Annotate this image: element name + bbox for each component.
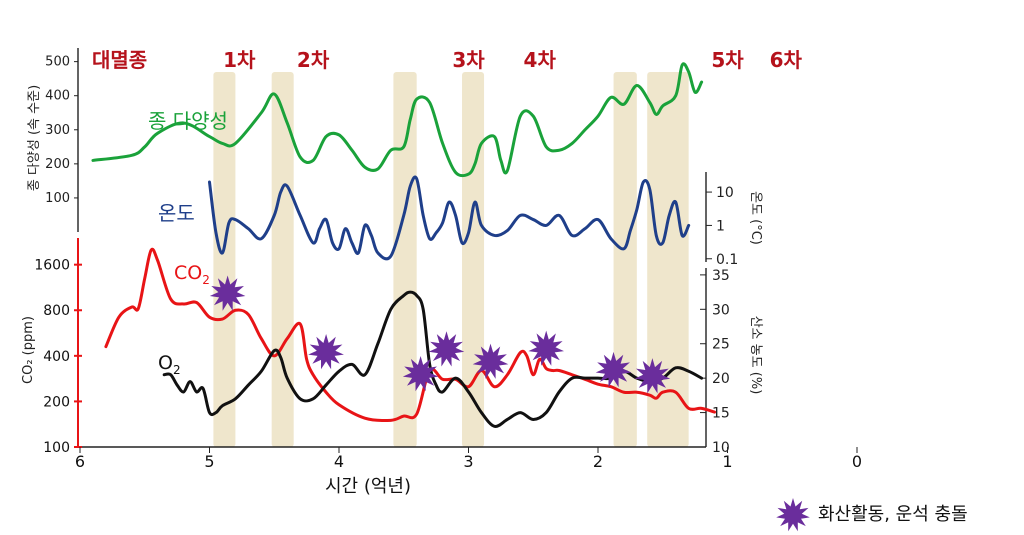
temperature-label: 온도	[158, 201, 195, 225]
o2-tick-label: 35	[712, 268, 730, 284]
temp-tick-label: 10	[716, 185, 734, 201]
x-axis-title: 시간 (억년)	[325, 476, 411, 497]
x-tick-label: 6	[75, 452, 85, 471]
x-tick-label: 1	[722, 452, 732, 471]
extinction-band-3	[393, 72, 417, 447]
co2-tick-label: 1600	[34, 258, 70, 274]
x-tick-label: 0	[852, 452, 862, 471]
legend-starburst-shape	[776, 498, 810, 532]
starburst-icon-7	[595, 351, 632, 388]
o2-label-main: O	[158, 352, 173, 374]
extinction-event-2: 2차	[297, 48, 330, 72]
biodiversity-label: 종 다양성	[148, 109, 228, 133]
legend-starburst-icon	[776, 498, 810, 532]
co2-label-main: CO	[174, 262, 202, 284]
co2-tick-label: 100	[43, 440, 70, 456]
extinction-event-5: 5차	[711, 48, 744, 72]
bio-tick-label: 400	[45, 89, 70, 104]
temperature-axis-title: 온도 (°C)	[748, 191, 763, 245]
starburst-icon-2	[308, 334, 344, 370]
co2-tick-label: 800	[43, 303, 70, 319]
o2-tick-label: 30	[712, 302, 730, 318]
o2-tick-label: 10	[712, 440, 730, 456]
o2-line	[162, 290, 704, 428]
bio-tick-label: 200	[45, 157, 70, 172]
o2-label-sub: 2	[173, 363, 181, 377]
co2-label-sub: 2	[202, 273, 210, 287]
extinction-band-4	[462, 72, 485, 447]
biodiversity-axis-title: 종 다양성 (속 수준)	[27, 85, 42, 191]
extinction-band-6	[647, 72, 689, 447]
legend-label: 화산활동, 운석 충돌	[818, 504, 968, 525]
starburst-icon-4	[428, 331, 465, 367]
o2-axis-title: 산소 농도 (%)	[748, 316, 763, 395]
extinction-event-labels: 1차 2차 3차 4차 5차 6차	[223, 48, 802, 72]
starburst-icon-1	[209, 275, 246, 311]
o2-tick-label: 20	[712, 371, 730, 387]
starburst-icon-3	[402, 356, 439, 392]
x-tick-label: 5	[204, 452, 214, 471]
co2-axis-title: CO₂ (ppm)	[21, 316, 36, 384]
x-tick-label: 3	[463, 452, 473, 471]
extinction-event-1: 1차	[223, 48, 256, 72]
temp-tick-label: 1	[716, 218, 725, 234]
x-tick-label: 2	[593, 452, 603, 471]
co2-tick-label: 400	[43, 349, 70, 365]
extinction-band-5	[613, 72, 637, 447]
bio-tick-label: 300	[45, 123, 70, 138]
starburst-icon-6	[528, 330, 564, 366]
starburst-icon-5	[472, 343, 509, 379]
bio-tick-label: 500	[45, 55, 70, 70]
co2-label: CO2	[174, 262, 210, 287]
volcanic-meteor-markers	[209, 275, 671, 394]
co2-tick-label: 200	[43, 394, 70, 410]
o2-tick-label: 25	[712, 337, 730, 353]
extinction-event-3: 3차	[452, 48, 485, 72]
extinction-event-4: 4차	[524, 48, 557, 72]
extinction-band-1	[213, 72, 236, 447]
legend: 화산활동, 운석 충돌	[776, 498, 968, 532]
starburst-icon-8	[634, 358, 671, 394]
ticks: 1002003004005001010.11600800400200100353…	[34, 55, 862, 471]
extinction-event-6: 6차	[770, 48, 803, 72]
temperature-line	[208, 175, 691, 261]
extinction-title: 대멸종	[92, 48, 147, 72]
temp-tick-label: 0.1	[716, 252, 738, 268]
o2-tick-label: 15	[712, 406, 730, 422]
x-tick-label: 4	[334, 452, 344, 471]
o2-label: O2	[158, 352, 181, 377]
axes	[77, 48, 707, 448]
extinction-bands	[213, 72, 689, 447]
bio-tick-label: 100	[45, 191, 70, 206]
biodiversity-line	[91, 62, 704, 178]
